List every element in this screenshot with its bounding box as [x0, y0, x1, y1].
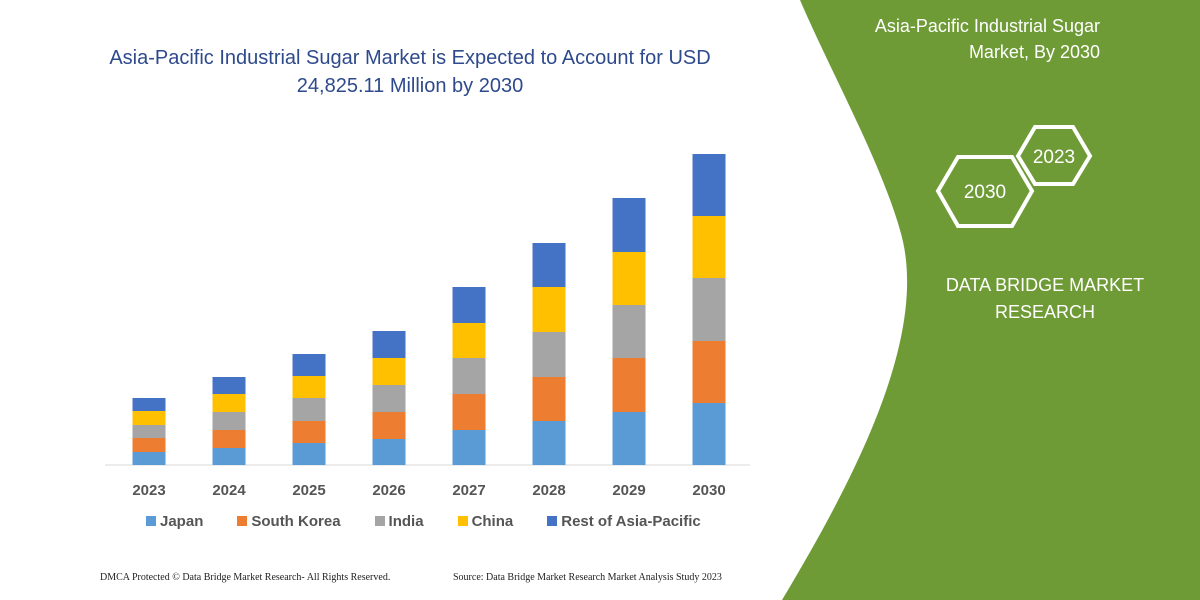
footer-source: Source: Data Bridge Market Research Mark… — [453, 572, 722, 583]
legend-label: South Korea — [251, 513, 341, 530]
hex-label-2030: 2030 — [964, 182, 1006, 203]
bar-segment-japan-2027 — [452, 430, 486, 465]
bar-segment-india-2030 — [692, 278, 726, 341]
bar-segment-rest-of-asia-pacific-2026 — [372, 331, 406, 358]
brand-line2: RESEARCH — [994, 302, 1096, 322]
stacked-bar-chart: 2023 2024 2025 2026 2027 2028 2029 2030 — [105, 154, 750, 499]
bar-segment-rest-of-asia-pacific-2030 — [692, 154, 726, 216]
x-tick-label: 2026 — [372, 482, 405, 499]
legend-swatch — [237, 516, 248, 526]
bar-segment-south-korea-2024 — [212, 430, 246, 448]
x-tick-label: 2025 — [292, 482, 325, 499]
bar-segment-south-korea-2029 — [612, 358, 646, 412]
brand-line1: DATA BRIDGE MARKET — [945, 275, 1145, 295]
bar-segment-china-2027 — [452, 323, 486, 358]
legend-item: China — [457, 513, 514, 530]
legend-swatch — [146, 516, 156, 526]
bar-segment-china-2030 — [692, 216, 726, 278]
bar-segment-india-2029 — [612, 305, 646, 358]
legend-item: Japan — [146, 513, 203, 530]
bar-segment-rest-of-asia-pacific-2029 — [612, 198, 646, 252]
bar-segment-rest-of-asia-pacific-2025 — [292, 354, 326, 376]
legend-swatch — [374, 516, 385, 526]
legend-label: India — [388, 513, 424, 530]
bar-segment-rest-of-asia-pacific-2023 — [132, 398, 166, 411]
bar-segment-japan-2030 — [692, 403, 726, 465]
bar-segment-japan-2025 — [292, 443, 326, 465]
green-panel — [782, 0, 1200, 600]
bar-segment-india-2027 — [452, 358, 486, 394]
panel-title-line1: Asia-Pacific Industrial Sugar — [874, 16, 1100, 36]
bar-segment-china-2023 — [132, 411, 166, 425]
legend-item: South Korea — [237, 513, 341, 530]
legend-item: India — [374, 513, 424, 530]
legend-swatch — [547, 516, 558, 526]
bar-segment-south-korea-2027 — [452, 394, 486, 430]
bar-segment-china-2026 — [372, 358, 406, 385]
bar-segment-china-2029 — [612, 252, 646, 305]
x-tick-label: 2027 — [452, 482, 485, 499]
bar-segment-india-2026 — [372, 385, 406, 412]
legend-swatch — [457, 516, 468, 526]
panel-title-line2: Market, By 2030 — [968, 42, 1100, 62]
hex-label-2023: 2023 — [1033, 147, 1075, 168]
bar-segment-rest-of-asia-pacific-2024 — [212, 377, 246, 394]
bar-segment-india-2025 — [292, 398, 326, 421]
bar-segment-south-korea-2023 — [132, 438, 166, 452]
x-tick-label: 2024 — [212, 482, 246, 499]
bar-segment-rest-of-asia-pacific-2028 — [532, 243, 566, 287]
footer-copyright: DMCA Protected © Data Bridge Market Rese… — [100, 572, 391, 583]
bar-segment-china-2024 — [212, 394, 246, 412]
hexagon-2030 — [935, 155, 1035, 228]
x-tick-label: 2028 — [532, 482, 565, 499]
bar-segment-china-2025 — [292, 376, 326, 398]
bar-segment-india-2023 — [132, 425, 166, 438]
bar-segment-south-korea-2026 — [372, 412, 406, 439]
legend-item: Rest of Asia-Pacific — [547, 513, 701, 530]
legend-label: Rest of Asia-Pacific — [561, 513, 701, 530]
bar-segment-india-2028 — [532, 332, 566, 377]
bar-segment-rest-of-asia-pacific-2027 — [452, 287, 486, 323]
brand-text: DATA BRIDGE MARKET RESEARCH — [930, 272, 1160, 326]
bar-segment-japan-2029 — [612, 412, 646, 465]
legend-label: China — [471, 513, 514, 530]
bar-segment-japan-2024 — [212, 448, 246, 465]
bar-segment-india-2024 — [212, 412, 246, 430]
x-tick-label: 2030 — [692, 482, 725, 499]
chart-title: Asia-Pacific Industrial Sugar Market is … — [109, 47, 711, 97]
bar-segment-japan-2023 — [132, 452, 166, 465]
hexagon-2023 — [1015, 125, 1093, 186]
bar-segment-south-korea-2025 — [292, 421, 326, 443]
legend-label: Japan — [160, 513, 204, 530]
bar-segment-china-2028 — [532, 287, 566, 332]
bar-segment-japan-2026 — [372, 439, 406, 465]
x-tick-label: 2023 — [132, 482, 165, 499]
x-tick-label: 2029 — [612, 482, 645, 499]
panel-title: Asia-Pacific Industrial Sugar Market, By… — [800, 13, 1100, 65]
bar-segment-south-korea-2028 — [532, 377, 566, 421]
legend: Japan South Korea India China Rest of Asia-P… — [146, 513, 701, 530]
bar-segment-japan-2028 — [532, 421, 566, 465]
bar-segment-south-korea-2030 — [692, 341, 726, 403]
